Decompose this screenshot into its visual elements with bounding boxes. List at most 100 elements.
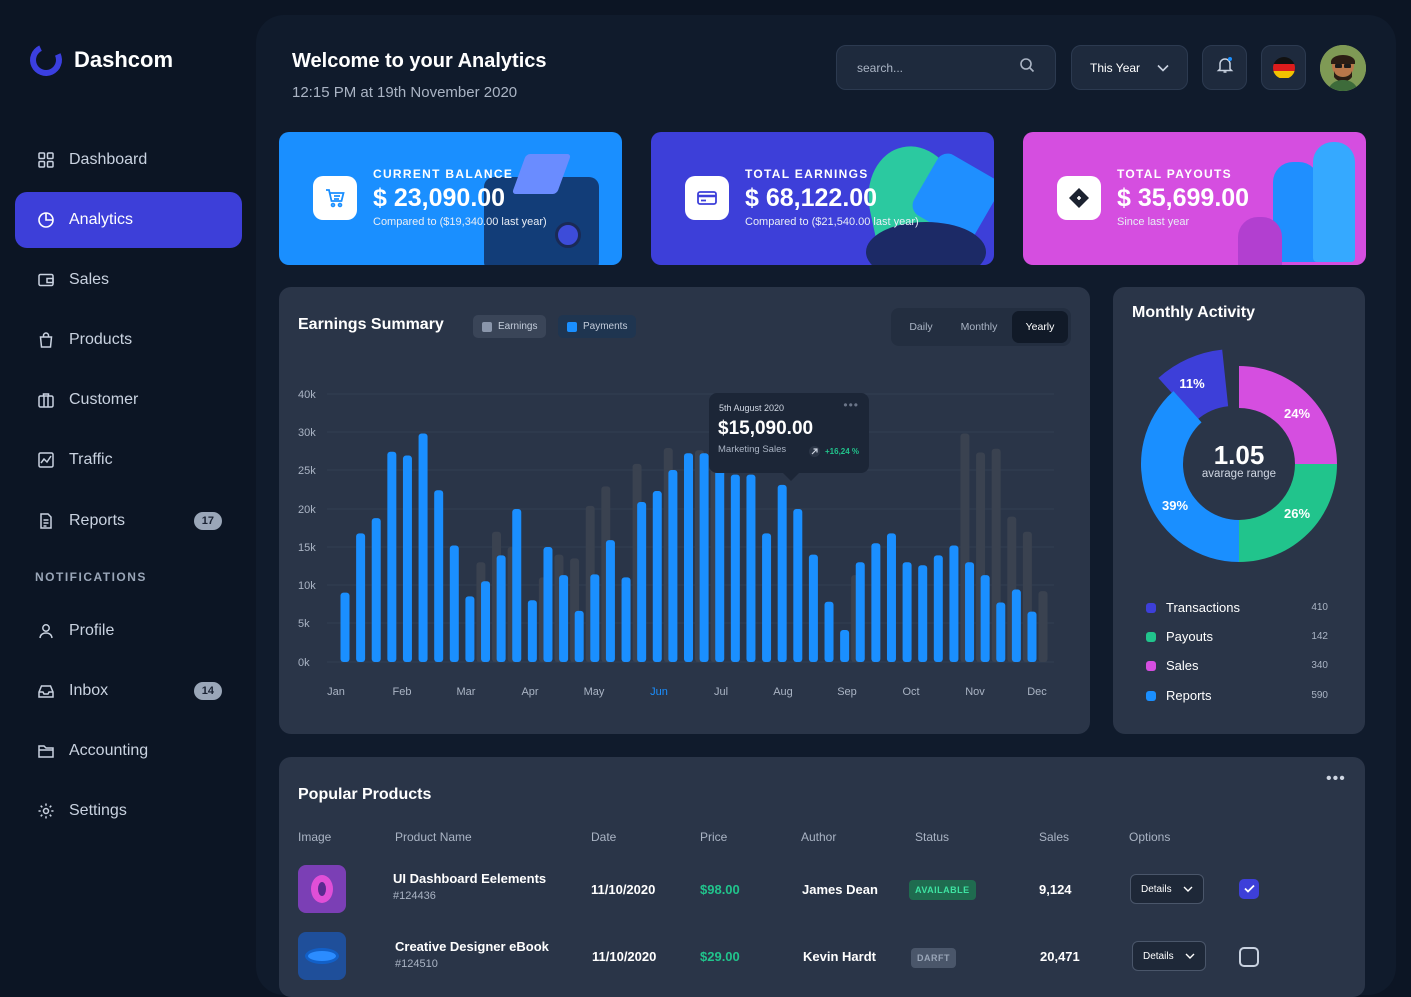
bar-payments[interactable]: [933, 555, 943, 662]
legend-count: 142: [1311, 631, 1328, 642]
bar-payments[interactable]: [996, 602, 1006, 662]
donut-slice-sales[interactable]: [1239, 366, 1337, 464]
tab-daily[interactable]: Daily: [909, 321, 933, 333]
bar-payments[interactable]: [449, 545, 459, 662]
bar-payments[interactable]: [684, 453, 693, 662]
period-dropdown[interactable]: This Year: [1071, 45, 1188, 90]
bar-payments[interactable]: [621, 577, 631, 662]
bar-payments[interactable]: [590, 574, 600, 662]
sidebar-item-traffic[interactable]: Traffic: [15, 432, 242, 488]
bar-earnings[interactable]: [1038, 591, 1048, 662]
legend-swatch: [1146, 690, 1156, 701]
sidebar-item-inbox[interactable]: Inbox 14: [15, 663, 242, 719]
legend-count: 410: [1311, 602, 1328, 613]
bar-payments[interactable]: [527, 600, 537, 662]
bar-payments[interactable]: [746, 474, 756, 662]
legend-earnings[interactable]: Earnings: [473, 315, 547, 338]
sidebar-item-reports[interactable]: Reports 17: [15, 493, 242, 549]
product-name[interactable]: Creative Designer eBook: [395, 939, 549, 954]
sidebar-item-analytics[interactable]: Analytics: [15, 192, 242, 248]
search-input[interactable]: [857, 60, 1007, 75]
sidebar-item-products[interactable]: Products: [15, 312, 242, 368]
bar-payments[interactable]: [965, 562, 975, 662]
more-options-icon[interactable]: •••: [1326, 770, 1346, 787]
language-button[interactable]: [1261, 45, 1306, 90]
bar-payments[interactable]: [340, 592, 350, 662]
bar-payments[interactable]: [949, 545, 959, 662]
bar-payments[interactable]: [481, 581, 491, 662]
bar-payments[interactable]: [434, 490, 444, 662]
details-dropdown[interactable]: Details: [1132, 941, 1206, 971]
sidebar-item-label: Sales: [69, 271, 110, 288]
bar-payments[interactable]: [871, 543, 881, 662]
tab-monthly[interactable]: Monthly: [960, 321, 998, 333]
sidebar-item-accounting[interactable]: Accounting: [15, 723, 242, 779]
bar-payments[interactable]: [543, 547, 553, 662]
legend-payments[interactable]: Payments: [558, 315, 637, 338]
bar-payments[interactable]: [559, 575, 569, 662]
x-tick-label: Jan: [327, 686, 345, 698]
bar-payments[interactable]: [855, 562, 865, 662]
bar-payments[interactable]: [1011, 589, 1021, 662]
donut-slice-reports[interactable]: [1141, 391, 1239, 562]
card-total-payouts[interactable]: TOTAL PAYOUTS $ 35,699.00 Since last yea…: [1023, 132, 1366, 265]
search-box[interactable]: [836, 45, 1056, 90]
reports-count-badge: 17: [193, 512, 222, 530]
sidebar-item-settings[interactable]: Settings: [15, 783, 242, 839]
product-name[interactable]: UI Dashboard Eelements: [393, 871, 547, 886]
product-price: $29.00: [700, 949, 740, 964]
bar-payments[interactable]: [777, 484, 787, 662]
bar-payments[interactable]: [574, 610, 584, 662]
bar-payments[interactable]: [387, 451, 397, 662]
bar-payments[interactable]: [402, 455, 412, 662]
avatar[interactable]: [1320, 45, 1366, 91]
bar-payments[interactable]: [465, 596, 475, 662]
notifications-button[interactable]: [1202, 45, 1247, 90]
bar-payments[interactable]: [496, 555, 506, 662]
bar-payments[interactable]: [512, 509, 522, 662]
product-image-disc[interactable]: [298, 932, 346, 980]
bar-payments[interactable]: [840, 630, 850, 662]
bar-payments[interactable]: [356, 533, 366, 662]
bar-payments[interactable]: [605, 540, 615, 662]
bar-payments[interactable]: [637, 501, 647, 662]
card-current-balance[interactable]: CURRENT BALANCE $ 23,090.00 Compared to …: [279, 132, 622, 265]
bar-payments[interactable]: [730, 474, 740, 662]
bar-payments[interactable]: [980, 575, 990, 662]
sidebar-item-sales[interactable]: Sales: [15, 252, 242, 308]
donut-slice-transactions[interactable]: [1158, 349, 1229, 421]
more-icon[interactable]: •••: [843, 398, 859, 412]
row-checkbox[interactable]: [1239, 879, 1259, 899]
sidebar-item-profile[interactable]: Profile: [15, 603, 242, 659]
row-checkbox[interactable]: [1239, 947, 1259, 967]
bar-payments[interactable]: [699, 453, 709, 662]
card-total-earnings[interactable]: TOTAL EARNINGS $ 68,122.00 Compared to (…: [651, 132, 994, 265]
bar-payments[interactable]: [902, 562, 912, 662]
details-dropdown[interactable]: Details: [1130, 874, 1204, 904]
bar-payments[interactable]: [371, 518, 381, 662]
legend-count: 590: [1311, 690, 1328, 701]
monthly-activity-title: Monthly Activity: [1132, 304, 1255, 321]
donut-percent-label: 24%: [1284, 406, 1310, 421]
bar-payments[interactable]: [668, 470, 678, 662]
chevron-down-icon: [1183, 884, 1193, 895]
bar-payments[interactable]: [762, 533, 772, 662]
donut-slice-payouts[interactable]: [1239, 464, 1337, 562]
sidebar-item-dashboard[interactable]: Dashboard: [15, 132, 242, 188]
bar-payments[interactable]: [418, 433, 428, 662]
sidebar-item-customer[interactable]: Customer: [15, 372, 242, 428]
tab-yearly[interactable]: Yearly: [1012, 311, 1068, 343]
bar-payments[interactable]: [715, 470, 725, 662]
product-sales: 9,124: [1039, 882, 1072, 897]
brand-logo[interactable]: Dashcom: [25, 39, 173, 81]
bar-payments[interactable]: [1027, 611, 1037, 662]
bar-payments[interactable]: [886, 533, 896, 662]
bar-payments[interactable]: [824, 601, 834, 662]
chevron-down-icon: [1157, 61, 1169, 75]
bar-payments[interactable]: [793, 509, 803, 662]
bar-payments[interactable]: [918, 565, 928, 662]
search-icon[interactable]: [1019, 57, 1035, 78]
product-image-torus[interactable]: [298, 865, 346, 913]
bar-payments[interactable]: [652, 491, 662, 662]
bar-payments[interactable]: [808, 554, 818, 662]
